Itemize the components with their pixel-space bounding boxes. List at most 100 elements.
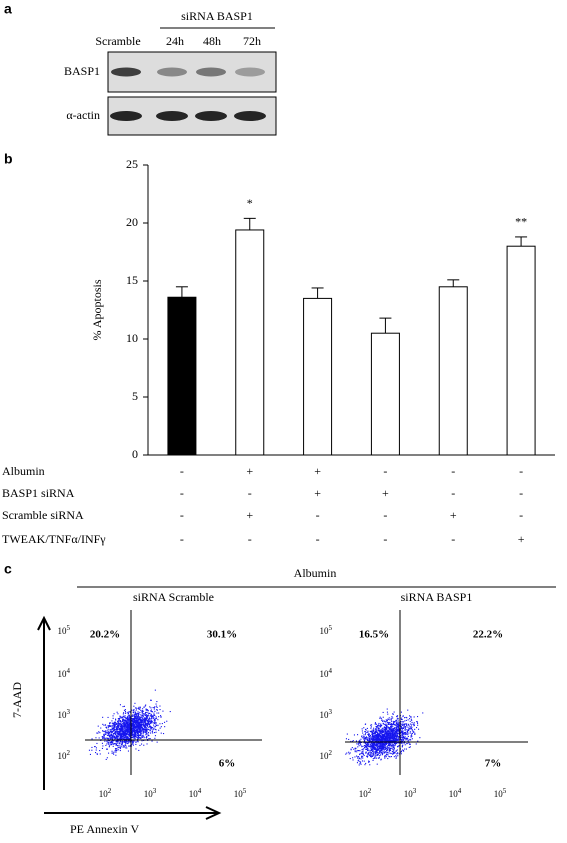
event [120, 726, 122, 728]
event [121, 733, 123, 735]
event [116, 750, 118, 752]
event [389, 735, 391, 737]
event [384, 739, 386, 741]
event [383, 737, 385, 739]
treatment-label: Albumin [2, 464, 45, 478]
event [411, 738, 413, 740]
event [412, 723, 414, 725]
event [384, 757, 386, 759]
event [142, 722, 144, 724]
event [155, 724, 157, 726]
event [112, 736, 114, 738]
event [375, 728, 377, 730]
event [400, 739, 402, 741]
event [376, 736, 378, 738]
event [382, 711, 384, 713]
event [379, 745, 381, 747]
event [376, 731, 378, 733]
event [409, 715, 411, 717]
event [359, 739, 361, 741]
event [365, 751, 367, 753]
event [136, 722, 138, 724]
event [373, 748, 375, 750]
event [124, 740, 126, 742]
event [146, 719, 148, 721]
event [133, 740, 135, 742]
event [159, 723, 161, 725]
event [147, 710, 149, 712]
event [388, 736, 390, 738]
event [137, 731, 139, 733]
event [162, 710, 164, 712]
event [378, 732, 380, 734]
event [141, 714, 143, 716]
event [117, 718, 119, 720]
event [368, 742, 370, 744]
event [122, 715, 124, 717]
event [400, 732, 402, 734]
event [121, 734, 123, 736]
event [382, 745, 384, 747]
event [112, 717, 114, 719]
event [134, 738, 136, 740]
event [127, 719, 129, 721]
event [102, 737, 104, 739]
event [403, 725, 405, 727]
event [127, 750, 129, 752]
event [116, 727, 118, 729]
event [390, 752, 392, 754]
event [126, 736, 128, 738]
event [391, 732, 393, 734]
y-tick-label: 104 [320, 667, 333, 679]
event [123, 732, 125, 734]
event [401, 738, 403, 740]
event [135, 722, 137, 724]
event [408, 729, 410, 731]
event [118, 718, 120, 720]
event [387, 754, 389, 756]
event [149, 726, 151, 728]
event [151, 719, 153, 721]
event [156, 741, 158, 743]
event [160, 716, 162, 718]
event [384, 738, 386, 740]
event [394, 733, 396, 735]
event [392, 744, 394, 746]
event [151, 730, 153, 732]
event [149, 720, 151, 722]
event [393, 743, 395, 745]
event [388, 749, 390, 751]
event [143, 731, 145, 733]
event [400, 728, 402, 730]
event [146, 709, 148, 711]
event [153, 720, 155, 722]
event [408, 725, 410, 727]
tick-base: 10 [320, 751, 330, 761]
event [385, 747, 387, 749]
event [115, 737, 117, 739]
event [123, 709, 125, 711]
event [124, 729, 126, 731]
event [114, 736, 116, 738]
event [403, 734, 405, 736]
event [374, 757, 376, 759]
event [381, 729, 383, 731]
event [390, 730, 392, 732]
event [150, 720, 152, 722]
treatment-label: Scramble siRNA [2, 508, 84, 522]
event [141, 743, 143, 745]
event [377, 726, 379, 728]
event [111, 726, 113, 728]
event [395, 756, 397, 758]
event [376, 747, 378, 749]
event [129, 732, 131, 734]
event [363, 745, 365, 747]
event [156, 706, 158, 708]
event [368, 760, 370, 762]
event [367, 755, 369, 757]
event [373, 736, 375, 738]
event [373, 735, 375, 737]
event [135, 709, 137, 711]
event [391, 738, 393, 740]
event [137, 722, 139, 724]
